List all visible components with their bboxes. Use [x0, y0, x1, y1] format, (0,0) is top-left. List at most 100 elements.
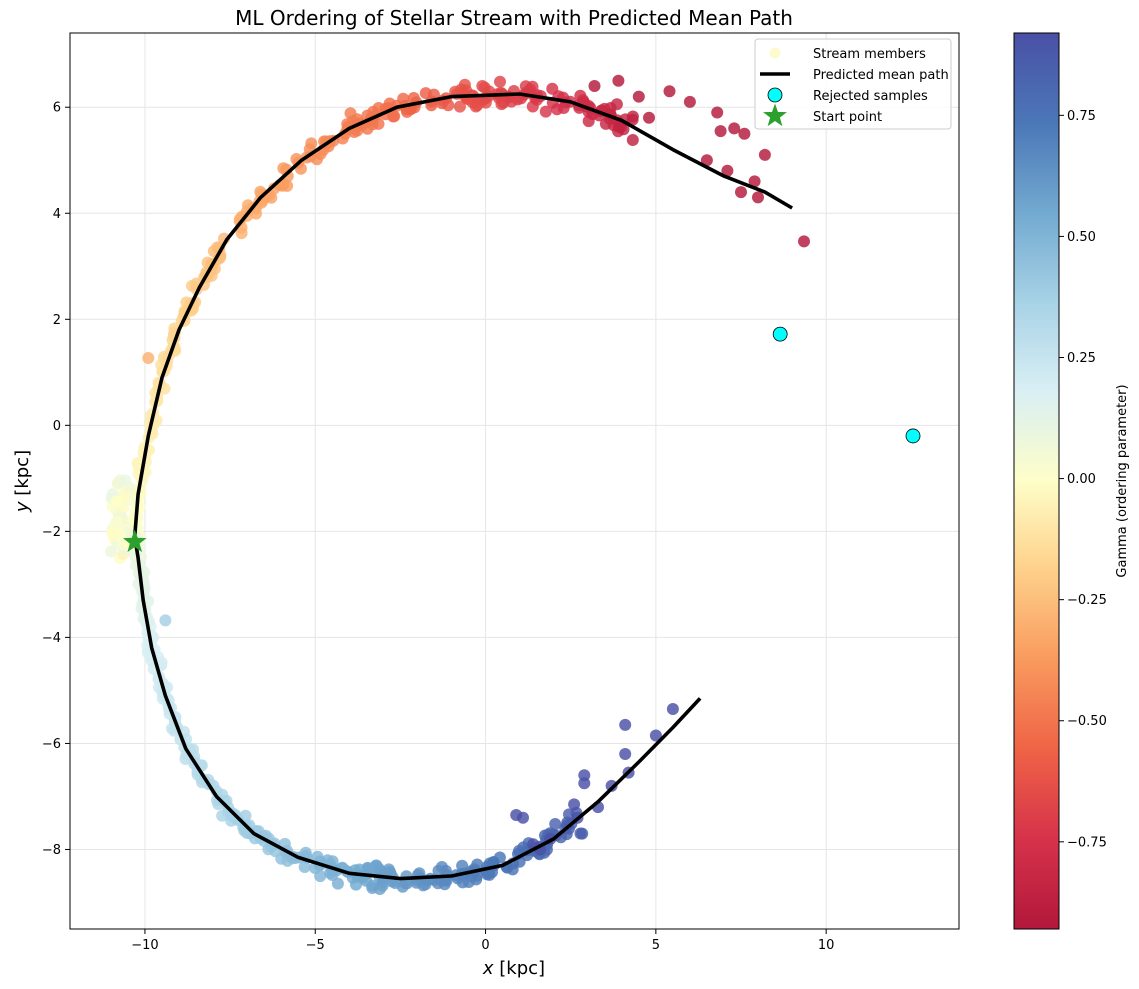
rejected-sample-point	[772, 326, 788, 342]
stream-member-upper	[469, 100, 482, 113]
stream-member-upper	[277, 162, 290, 175]
stream-member-upper	[526, 100, 539, 113]
stream-member-upper-tail	[738, 127, 751, 140]
y-tick-label: −6	[42, 737, 61, 752]
stream-member-apex	[105, 545, 118, 558]
x-tick-label: −5	[306, 938, 325, 953]
stream-member-upper-tail	[735, 186, 747, 199]
stream-member-upper-tail	[752, 191, 764, 204]
legend-label-rejected: Rejected samples	[813, 89, 928, 104]
stream-member-upper	[626, 134, 639, 146]
stream-member-upper	[551, 103, 563, 116]
stream-member-lower	[216, 809, 229, 822]
stream-member-upper-tail	[663, 85, 676, 98]
x-axis-label: x [kpc]	[482, 958, 545, 979]
x-axis-label-unit: [kpc]	[494, 958, 546, 979]
y-tick-label: 4	[53, 207, 61, 222]
x-tick-label: 5	[652, 938, 660, 953]
y-tick-label: −8	[42, 843, 61, 858]
stream-member-upper	[427, 88, 440, 101]
stream-member-lower-tail	[605, 779, 618, 792]
colorbar-tick-label: −0.25	[1067, 593, 1107, 608]
stream-member-lower	[400, 870, 413, 883]
stream-member-lower	[218, 794, 231, 807]
stream-member-upper-tail	[612, 74, 625, 87]
stream-member-upper	[539, 105, 552, 118]
stream-member-upper-tail	[748, 175, 761, 188]
plot-area: −10 −5 0 5 10 −8 −6 −4 −2 0 2 4 6	[42, 32, 960, 953]
y-tick-label: −2	[42, 525, 61, 540]
predicted-mean-path	[132, 92, 794, 881]
x-tick-label: 10	[818, 938, 835, 953]
stream-member-lower	[438, 878, 451, 891]
colorbar-label: Gamma (ordering parameter)	[1115, 384, 1130, 577]
stream-member-lower	[298, 861, 311, 873]
stream-member-lower	[549, 818, 562, 830]
stream-member-upper-tail	[721, 164, 734, 177]
stream-member-upper-tail	[711, 106, 724, 119]
stream-member-upper-tail	[798, 235, 810, 248]
y-axis-label-unit: [kpc]	[12, 450, 33, 502]
y-tick-label: 6	[53, 101, 61, 116]
rejected-samples	[772, 326, 921, 444]
stream-member-upper	[453, 100, 466, 113]
stream-member-upper-tail	[714, 125, 727, 138]
legend-box	[754, 38, 952, 130]
legend-marker-rejected	[767, 87, 783, 103]
y-tick-label: −4	[42, 631, 61, 646]
colorbar-tick-label: 0.00	[1067, 472, 1096, 487]
stream-member-outlier	[142, 352, 155, 364]
legend-label-mean-path: Predicted mean path	[813, 68, 949, 83]
colorbar-tick-label: 0.25	[1067, 351, 1096, 366]
stream-member-upper-tail	[758, 148, 771, 161]
y-tick-label: 0	[53, 419, 61, 434]
colorbar-tick-label: 0.50	[1067, 230, 1096, 245]
legend-label-stream-members: Stream members	[813, 47, 926, 62]
legend-marker-start-star	[763, 103, 787, 127]
x-tick-label: −10	[131, 938, 158, 953]
stream-member-apex	[110, 495, 123, 508]
stream-member-upper-tail	[632, 90, 645, 103]
stream-member-upper	[626, 113, 639, 126]
stream-member-lower	[331, 877, 344, 890]
stream-member-apex	[106, 527, 119, 540]
y-axis-label: y [kpc]	[12, 450, 33, 513]
stream-member-upper-tail	[683, 95, 696, 108]
colorbar-bar	[1013, 32, 1060, 930]
plot-frame	[69, 32, 960, 930]
stream-member-upper	[546, 82, 559, 95]
stream-member-lower-tail	[510, 809, 523, 821]
stream-member-lower	[361, 861, 374, 874]
stream-member-upper-tail	[728, 122, 741, 135]
rejected-sample-point	[905, 428, 921, 444]
stream-member-lower-tail	[568, 798, 581, 811]
stream-member-lower-tail	[666, 703, 679, 715]
stream-member-lower	[321, 854, 334, 867]
stream-member-lower	[432, 864, 445, 877]
chart-title: ML Ordering of Stellar Stream with Predi…	[235, 6, 793, 30]
stream-member-lower	[462, 876, 475, 888]
legend-label-start: Start point	[813, 110, 882, 125]
stream-member-upper	[494, 75, 506, 88]
stream-member-upper	[476, 80, 489, 92]
x-axis-ticks: −10 −5 0 5 10	[131, 929, 834, 953]
start-point-star	[122, 529, 147, 553]
y-axis-label-var: y	[12, 501, 33, 513]
stream-member-upper-tail	[588, 80, 601, 92]
stream-member-lower-tail	[578, 777, 591, 790]
x-axis-label-var: x	[482, 958, 494, 979]
stream-member-upper	[186, 279, 198, 292]
stream-member-lower	[456, 859, 469, 872]
stream-member-lower-tail	[619, 748, 632, 760]
stream-member-upper	[460, 84, 473, 97]
colorbar-tick-label: 0.75	[1067, 109, 1096, 124]
x-tick-label: 0	[481, 938, 489, 953]
stream-member-lower-tail	[649, 729, 662, 742]
stream-member-upper-tail	[700, 154, 713, 167]
stream-member-upper	[612, 120, 625, 133]
stream-member-outlier	[159, 614, 172, 627]
stream-member-upper	[505, 95, 518, 108]
y-tick-label: 2	[53, 313, 61, 328]
stream-member-lower-tail	[619, 718, 632, 731]
